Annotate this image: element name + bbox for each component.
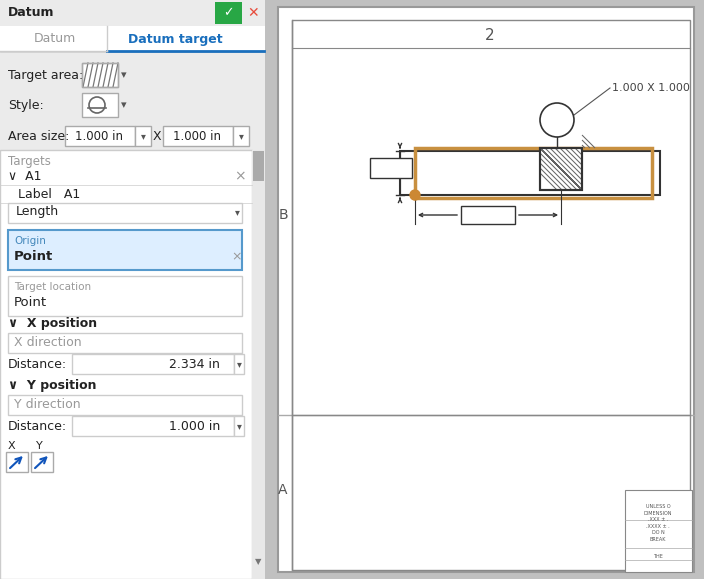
- Text: ▾: ▾: [237, 421, 241, 431]
- Text: Label   A1: Label A1: [18, 188, 80, 200]
- Bar: [82, 63, 118, 87]
- Bar: [8, 395, 242, 415]
- Bar: [6, 452, 28, 472]
- Text: X: X: [153, 130, 161, 142]
- Bar: [82, 93, 118, 117]
- Text: 1.000: 1.000: [376, 163, 406, 173]
- Text: 1.000 in: 1.000 in: [75, 130, 123, 142]
- Text: Datum: Datum: [8, 6, 54, 20]
- Text: Y direction: Y direction: [14, 398, 81, 411]
- Bar: [234, 354, 244, 374]
- Bar: [625, 490, 692, 572]
- Text: A: A: [278, 483, 288, 497]
- Bar: [0, 0, 265, 26]
- Bar: [292, 20, 690, 570]
- Bar: [65, 126, 135, 146]
- Text: UNLESS O
DIMENSION
.XXX ± .
.XXXX ± .: UNLESS O DIMENSION .XXX ± . .XXXX ± .: [643, 504, 672, 529]
- Text: DO N
BREAK: DO N BREAK: [650, 530, 666, 541]
- Text: 2.334: 2.334: [472, 210, 504, 220]
- Text: ∨  Y position: ∨ Y position: [8, 379, 96, 393]
- Bar: [278, 7, 694, 572]
- Text: ▾: ▾: [121, 100, 127, 110]
- Bar: [163, 126, 233, 146]
- Text: ▾: ▾: [141, 131, 146, 141]
- Text: Y: Y: [36, 441, 43, 451]
- Bar: [370, 158, 412, 178]
- Bar: [31, 452, 53, 472]
- Bar: [8, 276, 242, 316]
- Text: ✕: ✕: [247, 6, 259, 20]
- Text: THE: THE: [653, 554, 663, 559]
- Bar: [8, 230, 242, 270]
- Text: 1.000 X 1.000: 1.000 X 1.000: [612, 83, 690, 93]
- Bar: [82, 63, 118, 87]
- Bar: [233, 126, 249, 146]
- Text: ▾: ▾: [234, 207, 239, 217]
- Text: ▾: ▾: [237, 359, 241, 369]
- Text: X direction: X direction: [14, 335, 82, 349]
- Text: ∨  X position: ∨ X position: [8, 317, 97, 331]
- Text: Distance:: Distance:: [8, 357, 67, 371]
- Bar: [540, 148, 582, 190]
- Text: Area size:: Area size:: [8, 130, 70, 142]
- Text: ▾: ▾: [121, 70, 127, 80]
- Bar: [0, 0, 265, 579]
- Text: Datum target: Datum target: [127, 32, 222, 46]
- Circle shape: [89, 97, 105, 113]
- Bar: [415, 148, 652, 198]
- Bar: [135, 126, 151, 146]
- Bar: [252, 150, 265, 579]
- Text: Style:: Style:: [8, 98, 44, 112]
- Text: Point: Point: [14, 251, 54, 263]
- Text: ▼: ▼: [255, 558, 261, 566]
- Text: ✓: ✓: [222, 6, 233, 20]
- Bar: [8, 333, 242, 353]
- Text: 2.334 in: 2.334 in: [169, 357, 220, 371]
- Circle shape: [540, 103, 574, 137]
- Text: Length: Length: [16, 206, 59, 218]
- Bar: [8, 203, 242, 223]
- Text: Point: Point: [14, 296, 47, 310]
- Bar: [400, 151, 660, 195]
- Bar: [253, 151, 264, 181]
- Text: ∨  A1: ∨ A1: [8, 170, 42, 182]
- Bar: [461, 206, 515, 224]
- Text: Distance:: Distance:: [8, 420, 67, 433]
- Bar: [234, 416, 244, 436]
- Bar: [72, 354, 234, 374]
- Bar: [0, 52, 265, 172]
- Circle shape: [410, 190, 420, 200]
- Text: ×: ×: [232, 251, 242, 263]
- Bar: [540, 148, 582, 190]
- Text: Target location: Target location: [14, 282, 91, 292]
- Bar: [0, 150, 252, 579]
- Text: ▾: ▾: [239, 131, 244, 141]
- Text: Target area:: Target area:: [8, 68, 83, 82]
- Text: A1: A1: [550, 115, 565, 125]
- Text: X: X: [8, 441, 15, 451]
- Text: B: B: [278, 208, 288, 222]
- Bar: [215, 2, 242, 24]
- Bar: [0, 26, 265, 52]
- Text: Origin: Origin: [14, 236, 46, 246]
- Bar: [72, 416, 234, 436]
- Text: Targets: Targets: [8, 156, 51, 168]
- Text: 1.000 in: 1.000 in: [173, 130, 221, 142]
- Text: Datum: Datum: [34, 32, 76, 46]
- Text: 1.000 in: 1.000 in: [169, 420, 220, 433]
- Text: ×: ×: [234, 169, 246, 183]
- Bar: [265, 0, 704, 579]
- Text: 2: 2: [485, 27, 495, 42]
